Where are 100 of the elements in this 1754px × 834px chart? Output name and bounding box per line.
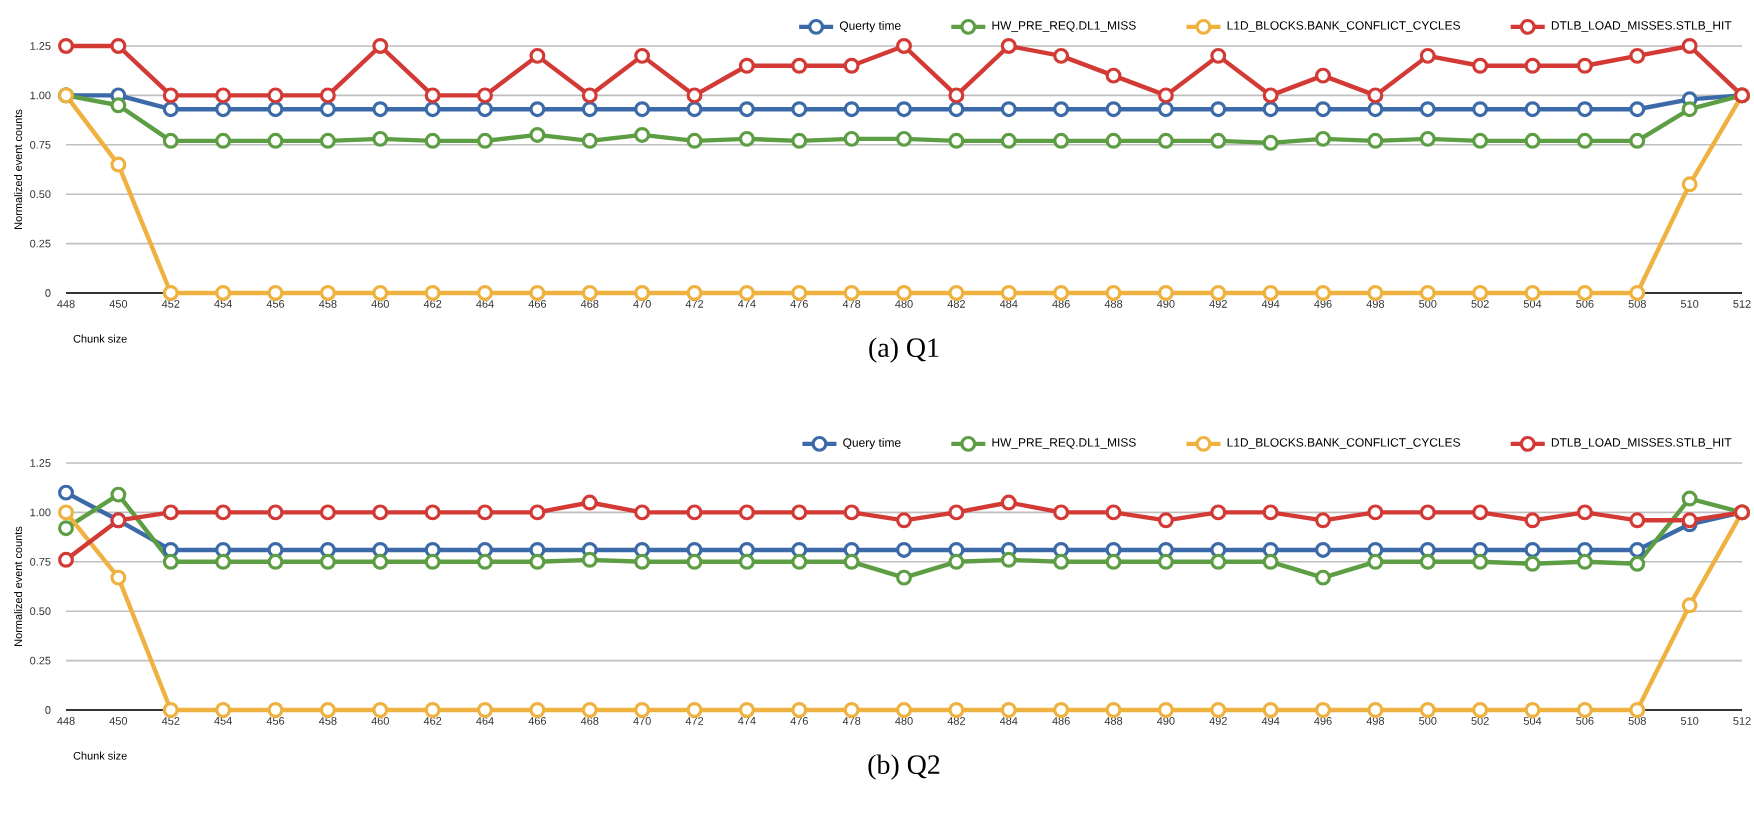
point xyxy=(1262,134,1279,151)
point xyxy=(162,87,179,104)
point xyxy=(372,101,389,118)
point xyxy=(1053,553,1070,570)
point xyxy=(372,38,389,54)
point xyxy=(58,504,74,521)
point xyxy=(843,130,860,147)
point xyxy=(319,87,336,104)
point xyxy=(1629,285,1646,301)
point xyxy=(58,484,74,501)
point xyxy=(1262,553,1279,570)
point xyxy=(581,132,598,149)
point xyxy=(1105,67,1122,84)
point xyxy=(1000,101,1017,118)
point xyxy=(477,504,493,521)
point xyxy=(215,132,232,149)
point xyxy=(581,551,598,568)
point xyxy=(1367,101,1384,118)
point xyxy=(843,57,860,74)
point xyxy=(1262,285,1279,301)
point xyxy=(1053,702,1070,718)
point xyxy=(1629,47,1646,64)
point xyxy=(1576,702,1593,718)
point xyxy=(581,101,598,118)
point xyxy=(1105,101,1122,118)
point xyxy=(843,504,860,521)
point xyxy=(267,285,284,301)
point xyxy=(1053,285,1070,301)
point xyxy=(215,101,232,118)
point xyxy=(1210,504,1227,521)
point xyxy=(529,553,546,570)
point xyxy=(372,553,389,570)
point xyxy=(1315,541,1331,558)
point xyxy=(1315,285,1331,301)
point xyxy=(1524,285,1541,301)
point xyxy=(1210,702,1227,718)
point xyxy=(1262,87,1279,104)
point xyxy=(372,130,389,147)
point xyxy=(267,87,284,104)
point xyxy=(1472,504,1489,521)
point xyxy=(215,702,232,718)
point xyxy=(1576,553,1593,570)
point xyxy=(1105,285,1122,301)
point xyxy=(1210,101,1227,118)
point xyxy=(1105,553,1122,570)
point xyxy=(1681,490,1698,507)
point xyxy=(948,553,965,570)
point xyxy=(634,101,651,118)
point xyxy=(1524,702,1541,718)
point xyxy=(581,494,598,511)
point xyxy=(110,97,127,114)
point xyxy=(1157,512,1174,529)
point xyxy=(1367,132,1384,149)
point xyxy=(424,553,441,570)
point xyxy=(319,504,336,521)
point xyxy=(686,101,703,118)
point xyxy=(1000,551,1017,568)
point xyxy=(1157,101,1174,118)
point xyxy=(1315,512,1331,529)
point xyxy=(319,132,336,149)
point xyxy=(791,101,808,118)
point xyxy=(1053,47,1070,64)
point xyxy=(1367,285,1384,301)
point xyxy=(477,87,493,104)
point xyxy=(372,285,389,301)
point xyxy=(1472,132,1489,149)
point xyxy=(1105,504,1122,521)
point xyxy=(634,504,651,521)
point xyxy=(1524,57,1541,74)
point xyxy=(1315,101,1331,118)
point xyxy=(1210,47,1227,64)
text: (a) Q1 xyxy=(869,337,939,363)
point xyxy=(424,702,441,718)
point xyxy=(1472,702,1489,718)
point xyxy=(162,504,179,521)
point xyxy=(738,130,755,147)
point xyxy=(319,101,336,118)
point xyxy=(1681,101,1698,118)
point xyxy=(1105,702,1122,718)
point xyxy=(319,285,336,301)
point xyxy=(1210,553,1227,570)
point xyxy=(1210,132,1227,149)
point xyxy=(1681,597,1698,614)
point xyxy=(1419,47,1436,64)
point xyxy=(581,285,598,301)
point xyxy=(1000,494,1017,511)
point xyxy=(110,486,127,503)
point xyxy=(1681,176,1698,193)
point xyxy=(791,285,808,301)
point xyxy=(1000,285,1017,301)
point xyxy=(791,57,808,74)
point xyxy=(319,702,336,718)
point xyxy=(529,285,546,301)
point xyxy=(477,553,493,570)
point xyxy=(896,541,912,558)
point xyxy=(791,504,808,521)
point xyxy=(1315,569,1331,586)
point xyxy=(1524,541,1541,558)
point xyxy=(1315,67,1331,84)
point xyxy=(634,702,651,718)
